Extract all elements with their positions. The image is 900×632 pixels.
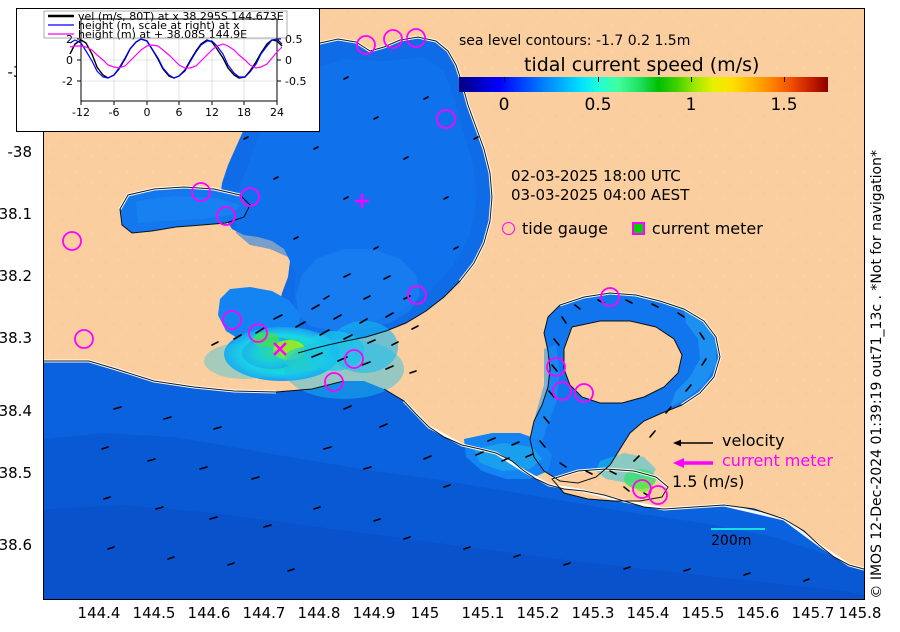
x-tick-label: 144.4: [77, 604, 121, 622]
x-tick-label: 144.8: [297, 604, 341, 622]
velocity-arrow-field: [101, 76, 810, 582]
x-tick-label: 144.7: [242, 604, 286, 622]
svg-text:-6: -6: [109, 106, 120, 119]
velocity-legend: velocity current meter 1.5 (m/s): [672, 430, 833, 492]
tide-gauge-markers: [62, 28, 668, 505]
scale-bar-label: 200m: [711, 533, 752, 549]
y-tick-label: -38.1: [0, 205, 32, 223]
series-height-blue: [69, 38, 283, 79]
current-meter-marker: [273, 342, 287, 356]
current-meter-arrow-label: current meter: [722, 450, 833, 470]
inset-timeseries-plot[interactable]: -12 -6 0 6 12 18 24 2 0 -2 0.5 0 -0.5: [16, 8, 320, 132]
x-tick-label: 144.5: [132, 604, 176, 622]
velocity-scale-label: 1.5 (m/s): [672, 472, 745, 491]
timestamp-local: 03-03-2025 04:00 AEST: [511, 186, 690, 204]
svg-text:0: 0: [66, 54, 73, 67]
x-tick-label: 145.1: [461, 604, 505, 622]
svg-text:24: 24: [270, 106, 284, 119]
svg-text:12: 12: [205, 106, 219, 119]
marker-legend: tide gauge current meter: [502, 219, 763, 238]
x-tick-label: 145.5: [681, 604, 725, 622]
x-tick-label: 144.6: [187, 604, 231, 622]
svg-text:2: 2: [66, 33, 73, 46]
inset-legend-label-height-magenta: height (m) at + 38.08S 144.9E: [78, 28, 248, 41]
y-tick-label: -38.2: [0, 267, 32, 285]
current-meter-legend-label: current meter: [651, 219, 763, 238]
current-meter-icon: [631, 222, 645, 235]
x-tick-label: 145: [410, 604, 440, 622]
copyright-notice: © IMOS 12-Dec-2024 01:39:19 out71_13c . …: [869, 150, 885, 599]
velocity-arrow-icon: [672, 434, 714, 447]
x-tick-label: 145.6: [736, 604, 780, 622]
svg-text:-0.5: -0.5: [285, 75, 306, 88]
reference-point-marker: [355, 194, 369, 208]
current-meter-arrow-icon: [672, 454, 714, 468]
scale-bar: 200m: [711, 528, 765, 549]
x-tick-label: 145.4: [626, 604, 670, 622]
colorbar-tick-label: 0.5: [584, 95, 612, 115]
velocity-legend-label: velocity: [722, 430, 785, 450]
svg-text:0.5: 0.5: [285, 33, 303, 46]
colorbar-tick-label: 1.5: [770, 95, 798, 115]
y-tick-label: -38.4: [0, 402, 32, 420]
colorbar-tick: [784, 77, 785, 82]
x-tick-label: 145.8: [838, 604, 882, 622]
x-tick-label: 145.3: [571, 604, 615, 622]
tide-gauge-legend-label: tide gauge: [522, 219, 608, 238]
svg-text:6: 6: [176, 106, 183, 119]
colorbar-gradient[interactable]: [459, 77, 828, 92]
y-tick-label: -38.6: [0, 536, 32, 554]
timestamp-block: 02-03-2025 18:00 UTC 03-03-2025 04:00 AE…: [511, 167, 689, 205]
y-tick-label: -38: [7, 143, 33, 161]
colorbar-tick-label: 1: [685, 95, 697, 115]
colorbar-title: tidal current speed (m/s): [524, 54, 760, 76]
svg-text:18: 18: [237, 106, 251, 119]
x-tick-label: 145.7: [791, 604, 835, 622]
sea-level-contour-note: sea level contours: -1.7 0.2 1.5m: [459, 33, 691, 49]
x-tick-label: 145.2: [516, 604, 560, 622]
svg-text:-2: -2: [62, 75, 73, 88]
svg-text:0: 0: [285, 54, 292, 67]
coastline-line: [44, 36, 864, 570]
scale-bar-line: [711, 528, 765, 530]
colorbar-tick-label: 0: [498, 95, 510, 115]
tide-gauge-icon: [502, 222, 515, 235]
velocity-legend-row: velocity: [672, 430, 833, 450]
x-tick-label: 144.9: [352, 604, 396, 622]
colorbar-tick: [598, 77, 599, 82]
french-island: [564, 321, 682, 403]
current-meter-legend-row: current meter: [672, 450, 833, 470]
timestamp-utc: 02-03-2025 18:00 UTC: [511, 167, 681, 185]
y-tick-label: -38.5: [0, 464, 32, 482]
series-height-magenta: [69, 43, 283, 69]
colorbar-tick: [691, 77, 692, 82]
svg-text:-12: -12: [72, 106, 90, 119]
svg-text:0: 0: [144, 106, 151, 119]
colorbar-tick: [504, 77, 505, 82]
y-tick-label: -38.3: [0, 329, 32, 347]
